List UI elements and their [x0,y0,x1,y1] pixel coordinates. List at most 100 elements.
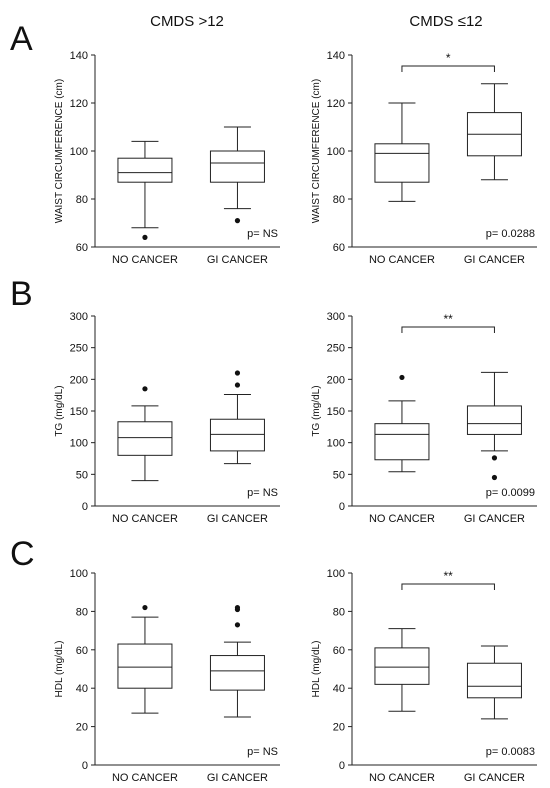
outlier-point [142,604,148,611]
y-tick-label: 50 [333,469,345,481]
category-label: GI CANCER [464,513,525,525]
p-value: p= 0.0099 [486,487,535,499]
iqr-box [117,643,173,689]
row-letter-b: B [10,275,33,313]
iqr-box [209,418,265,452]
y-tick-label: 150 [327,406,345,418]
p-value: p= NS [247,746,278,758]
y-tick-label: 40 [76,683,88,695]
y-axis-label: HDL (mg/dL) [54,641,65,698]
column-title-right: CMDS ≤12 [409,13,482,30]
y-axis-label: WAIST CIRCUMFERENCE (cm) [311,79,322,223]
outlier-point [491,455,498,461]
y-tick-label: 200 [327,374,345,386]
y-tick-label: 60 [333,242,345,254]
titles: CMDS >12 CMDS ≤12 A B C [10,13,483,573]
y-tick-label: 100 [70,568,88,580]
column-title-left: CMDS >12 [150,13,224,30]
panel-1-1: 0 50 100 150 200 250 300 TG (mg/dL) NO CANCER GI … [311,311,537,525]
y-tick-label: 60 [333,645,345,657]
y-tick-label: 140 [70,50,88,62]
y-axis-label: TG (mg/dL) [311,385,322,436]
y-tick-label: 200 [70,374,88,386]
chart-panels: 60 80 100 120 140 WAIST CIRCUMFERENCE (cm) NO … [54,50,537,784]
y-tick-label: 120 [70,98,88,110]
outlier-point [142,386,148,392]
box-0: NO CANCER [369,102,435,266]
y-tick-label: 150 [70,406,88,418]
box-0: NO CANCER [112,140,178,266]
y-tick-label: 80 [76,194,88,206]
significance-bracket [401,326,495,333]
significance-marker: ** [444,312,454,326]
category-label: GI CANCER [207,513,268,525]
y-tick-label: 300 [70,311,88,323]
category-label: NO CANCER [369,513,435,525]
iqr-box [209,655,265,691]
p-value: p= 0.0288 [486,228,535,240]
p-value: p= NS [247,487,278,499]
iqr-box [466,662,522,699]
iqr-box [374,647,430,685]
category-label: NO CANCER [369,254,435,266]
y-tick-label: 100 [327,438,345,450]
iqr-box [117,421,173,456]
y-tick-label: 100 [327,146,345,158]
outlier-point [399,374,405,381]
y-tick-label: 100 [70,146,88,158]
outlier-point [234,218,241,224]
significance-marker: ** [444,569,454,583]
outlier-point [491,474,498,481]
category-label: NO CANCER [369,772,435,784]
significance-marker: * [446,51,451,65]
iqr-box [374,423,430,461]
significance-bracket [401,65,495,72]
outlier-point [234,382,241,388]
p-value: p= NS [247,228,278,240]
category-label: GI CANCER [207,772,268,784]
y-axis-label: WAIST CIRCUMFERENCE (cm) [54,79,65,223]
y-axis-label: TG (mg/dL) [54,385,65,436]
box-0: NO CANCER [369,628,435,784]
y-tick-label: 60 [76,242,88,254]
y-axis-label: HDL (mg/dL) [311,641,322,698]
box-1: GI CANCER [207,370,268,525]
y-tick-label: 0 [82,760,88,772]
category-label: GI CANCER [464,772,525,784]
y-tick-label: 120 [327,98,345,110]
category-label: NO CANCER [112,513,178,525]
panel-0-0: 60 80 100 120 140 WAIST CIRCUMFERENCE (cm) NO … [54,50,280,266]
iqr-box [117,157,173,183]
outlier-point [234,370,241,376]
panel-1-0: 0 50 100 150 200 250 300 TG (mg/dL) NO CANCER GI … [54,311,280,525]
category-label: NO CANCER [112,254,178,266]
panel-2-1: 0 20 40 60 80 100 HDL (mg/dL) NO CANCER GI CANCE… [311,568,537,784]
y-tick-label: 100 [70,438,88,450]
box-1: GI CANCER [464,645,525,784]
y-tick-label: 80 [333,194,345,206]
p-value: p= 0.0083 [486,746,535,758]
category-label: GI CANCER [464,254,525,266]
row-letter-c: C [10,535,35,573]
y-tick-label: 140 [327,50,345,62]
box-0: NO CANCER [112,604,178,784]
y-tick-label: 80 [76,606,88,618]
panel-2-0: 0 20 40 60 80 100 HDL (mg/dL) NO CANCER GI CANCE… [54,568,280,784]
box-1: GI CANCER [207,126,268,266]
category-label: NO CANCER [112,772,178,784]
box-1: GI CANCER [207,604,268,784]
y-tick-label: 0 [82,501,88,513]
category-label: GI CANCER [207,254,268,266]
outlier-point [234,622,241,628]
row-letter-a: A [10,20,33,58]
y-tick-label: 40 [333,683,345,695]
box-1: GI CANCER [464,83,525,266]
outlier-point [234,604,241,611]
box-0: NO CANCER [369,374,435,525]
y-tick-label: 100 [327,568,345,580]
y-tick-label: 0 [339,760,345,772]
y-tick-label: 300 [327,311,345,323]
y-tick-label: 20 [76,722,88,734]
panel-0-1: 60 80 100 120 140 WAIST CIRCUMFERENCE (cm) NO … [311,50,537,266]
y-tick-label: 50 [76,469,88,481]
